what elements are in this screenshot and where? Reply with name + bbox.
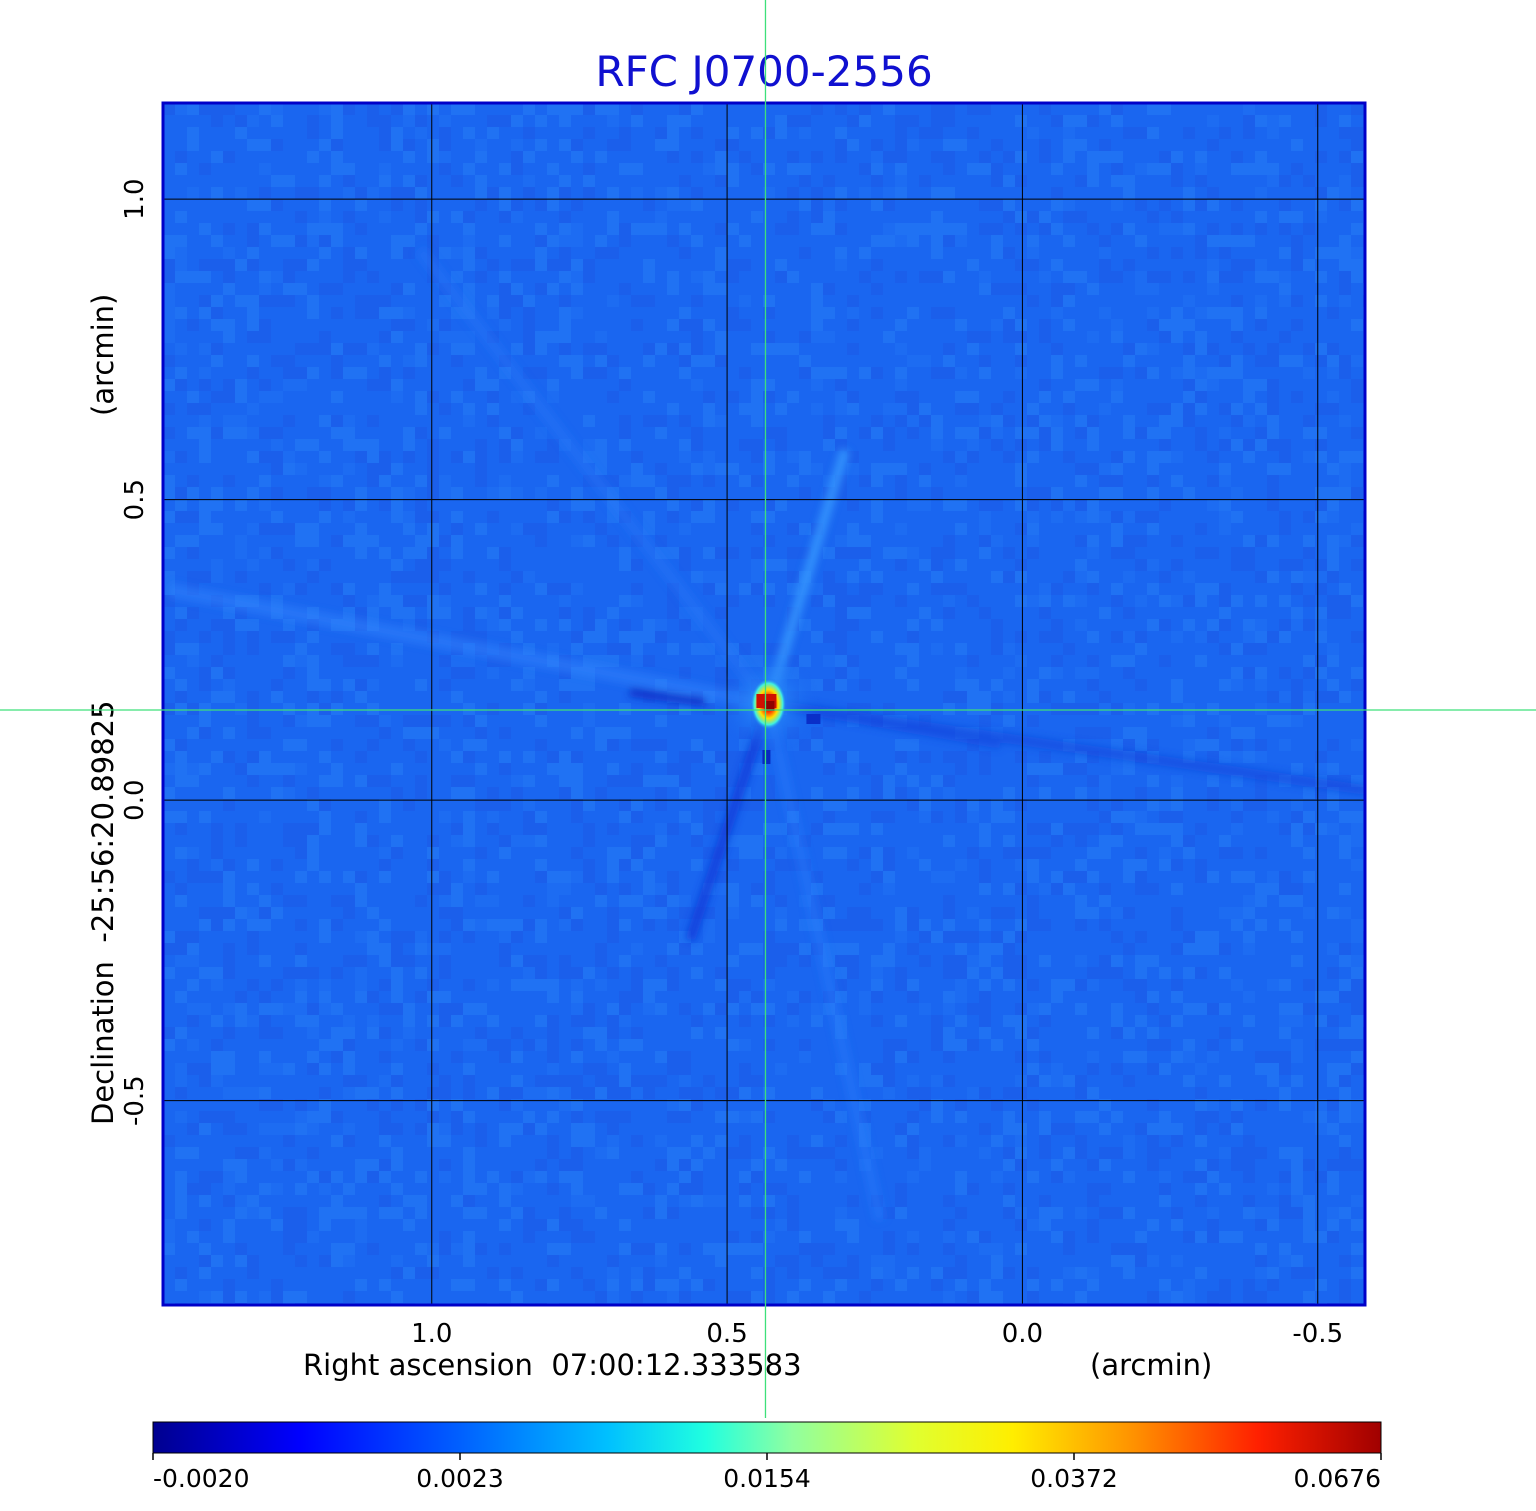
colorbar-ticks: -0.0020 0.0023 0.0154 0.0372 0.0676	[152, 1453, 1382, 1493]
y-tick-labels: 1.0 0.5 0.0 -0.5	[120, 178, 150, 1126]
y-axis-label: Declination -25:56:20.89825	[86, 700, 120, 1125]
colorbar-tick-label: 0.0154	[723, 1464, 810, 1493]
colorbar-tick-label: 0.0676	[1294, 1464, 1381, 1493]
x-tick-label: 0.5	[706, 1319, 747, 1349]
y-tick-label: 0.0	[120, 779, 150, 820]
crosshair	[0, 0, 1536, 1418]
colorbar	[152, 1421, 1382, 1454]
colorbar-tick-label: 0.0023	[416, 1464, 503, 1493]
image-area	[163, 103, 1365, 1305]
y-axis-unit: (arcmin)	[86, 294, 120, 416]
x-tick-labels: 1.0 0.5 0.0 -0.5	[411, 1319, 1343, 1349]
y-tick-label: 0.5	[120, 479, 150, 520]
colorbar-tick-label: -0.0020	[153, 1464, 250, 1493]
y-tick-label: -0.5	[120, 1075, 150, 1126]
x-axis-label: Right ascension 07:00:12.333583	[303, 1348, 802, 1382]
colorbar-tick-label: 0.0372	[1030, 1464, 1117, 1493]
chart-title: RFC J0700-2556	[595, 47, 932, 96]
x-tick-label: -0.5	[1292, 1319, 1343, 1349]
y-tick-label: 1.0	[120, 178, 150, 219]
source-peak	[716, 652, 821, 764]
plot-frame	[161, 101, 1367, 1307]
x-tick-label: 0.0	[1002, 1319, 1043, 1349]
x-axis-unit: (arcmin)	[1090, 1348, 1212, 1382]
x-tick-label: 1.0	[411, 1319, 452, 1349]
